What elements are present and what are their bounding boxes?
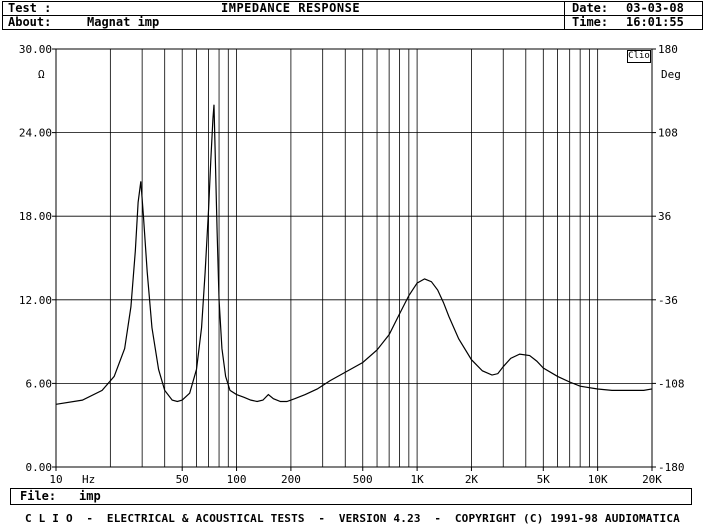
x-tick-label: 2K <box>465 473 479 486</box>
y-tick-label: 6.00 <box>26 377 53 390</box>
y2-tick-label: -36 <box>658 294 678 307</box>
y2-tick-label: 36 <box>658 210 671 223</box>
y-axis-ticks: 0.00 6.00 12.00 18.00 24.00 30.00 <box>19 43 56 474</box>
impedance-curve <box>55 104 653 405</box>
y-tick-label: 0.00 <box>26 461 53 474</box>
left-unit-label: Ω <box>38 68 45 81</box>
date-value: 03-03-08 <box>626 1 684 15</box>
header-col-divider <box>564 1 565 30</box>
clio-corner-label: Clio <box>627 50 651 63</box>
about-label: About: <box>8 15 52 29</box>
page-title: IMPEDANCE RESPONSE <box>221 1 361 15</box>
x-tick-label: 50 <box>176 473 189 486</box>
x-tick-label: 10K <box>588 473 608 486</box>
chart-grid <box>56 49 652 467</box>
y-tick-label: 12.00 <box>19 294 52 307</box>
y-tick-label: 24.00 <box>19 127 52 140</box>
y2-axis-ticks: -180 -108 -36 36 108 180 <box>652 43 685 474</box>
x-tick-label: 500 <box>353 473 373 486</box>
time-value: 16:01:55 <box>626 15 684 29</box>
x-tick-label: 100 <box>227 473 247 486</box>
about-value: Magnat imp <box>87 15 160 29</box>
y2-tick-label: -180 <box>658 461 685 474</box>
x-unit-label: Hz <box>82 473 95 486</box>
right-unit-label: Deg <box>661 68 681 81</box>
x-tick-label: 1K <box>410 473 424 486</box>
x-axis-ticks: 10 50 100 200 500 1K 2K 5K 10K 20K <box>49 467 662 486</box>
y-tick-label: 18.00 <box>19 210 52 223</box>
plot-frame <box>55 48 653 468</box>
x-tick-label: 20K <box>642 473 662 486</box>
y2-tick-label: -108 <box>658 377 685 390</box>
file-label: File: <box>20 489 57 503</box>
date-label: Date: <box>572 1 609 15</box>
x-tick-label: 5K <box>537 473 551 486</box>
file-bar <box>10 488 692 505</box>
footer-banner: C L I O - ELECTRICAL & ACOUSTICAL TESTS … <box>25 512 680 525</box>
y-tick-label: 30.00 <box>19 43 52 56</box>
y2-tick-label: 180 <box>658 43 678 56</box>
file-value: imp <box>79 489 101 503</box>
header-row-divider <box>2 15 703 16</box>
time-label: Time: <box>572 15 609 29</box>
test-label: Test : <box>8 1 52 15</box>
y2-tick-label: 108 <box>658 127 678 140</box>
x-tick-label: 10 <box>49 473 62 486</box>
x-tick-label: 200 <box>281 473 301 486</box>
